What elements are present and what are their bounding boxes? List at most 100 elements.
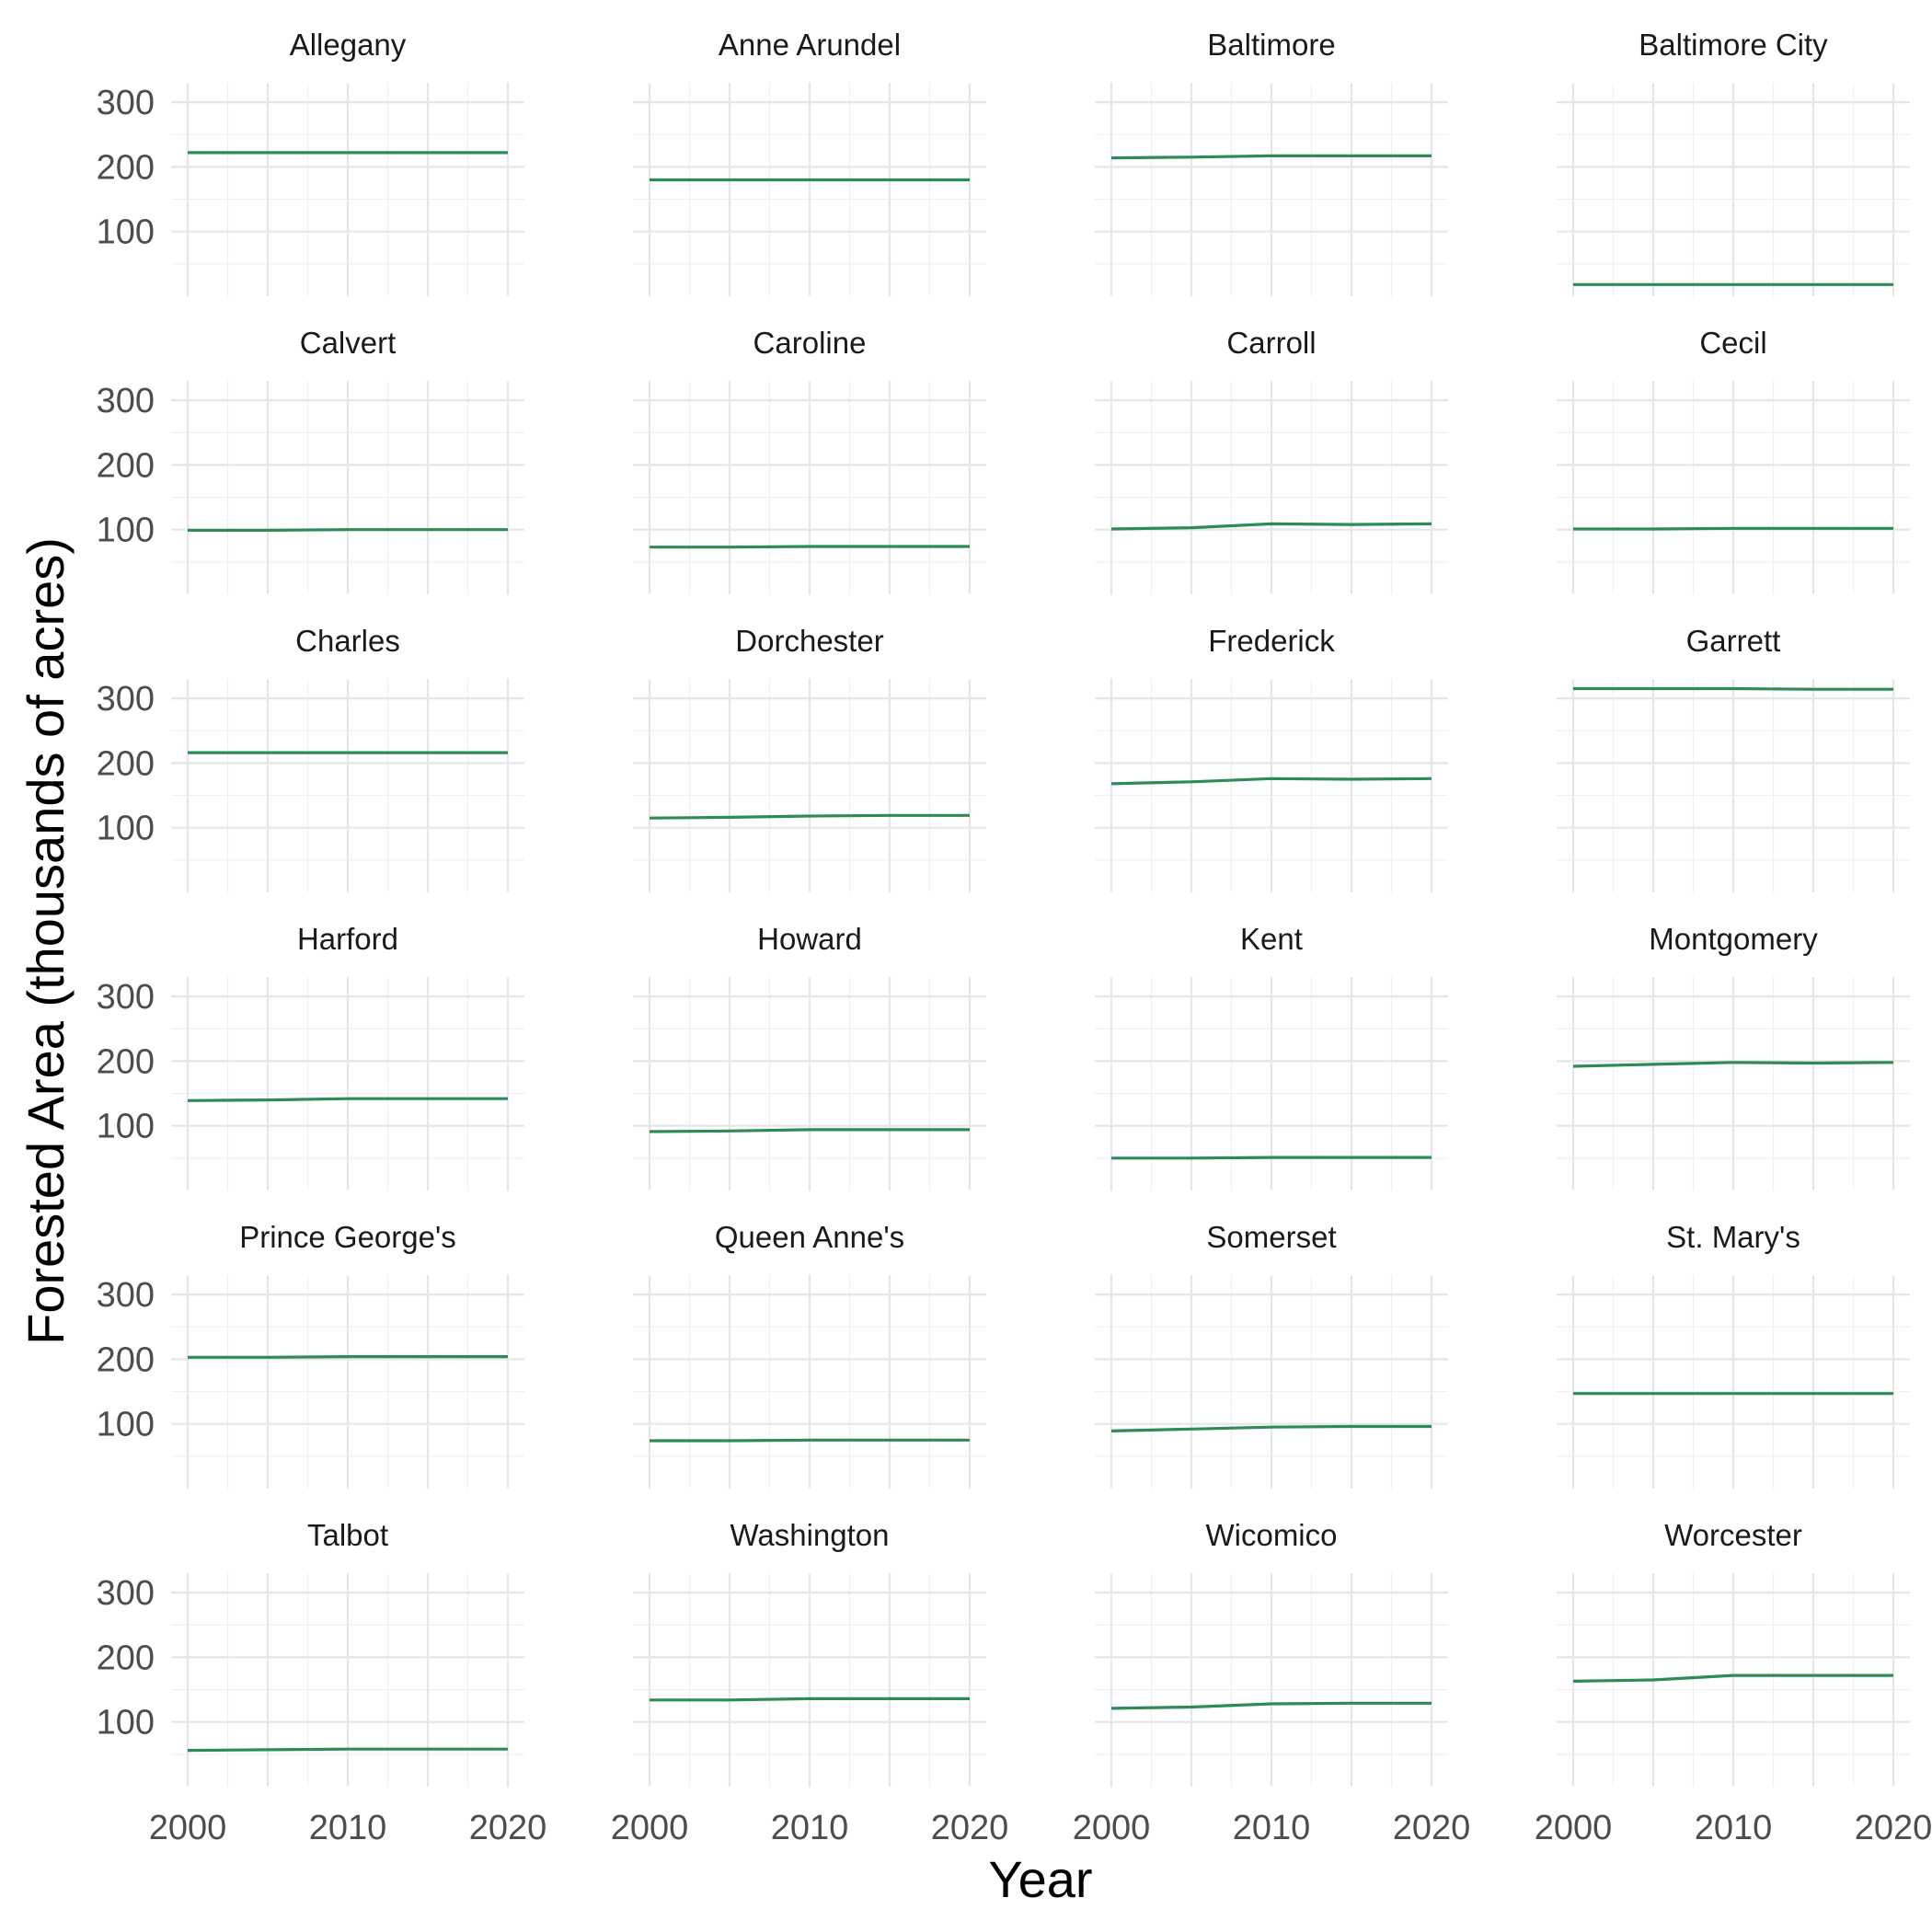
facet-title: Caroline bbox=[753, 326, 867, 360]
series-line bbox=[1572, 1673, 1893, 1683]
facet-title: Baltimore bbox=[1207, 28, 1335, 62]
facet-title: St. Mary's bbox=[1666, 1220, 1800, 1254]
series-line bbox=[1110, 1701, 1432, 1710]
series-line bbox=[1110, 522, 1432, 531]
facet-panel: Cecil bbox=[1557, 326, 1910, 594]
series-line bbox=[1111, 1156, 1432, 1160]
y-tick-label: 300 bbox=[97, 978, 155, 1017]
facet-title: Worcester bbox=[1664, 1518, 1802, 1552]
facet-panel: Calvert 100 200 300 bbox=[97, 326, 524, 594]
facet-panel: Kent bbox=[1095, 922, 1448, 1190]
facet-panel: Montgomery bbox=[1557, 922, 1910, 1190]
series-line bbox=[649, 1128, 970, 1133]
y-tick-label: 100 bbox=[97, 1108, 155, 1146]
x-tick-label: 2000 bbox=[611, 1809, 689, 1847]
y-tick-label: 200 bbox=[97, 446, 155, 485]
facet-title: Calvert bbox=[300, 326, 397, 360]
x-tick-label: 2020 bbox=[1855, 1809, 1932, 1847]
x-axis-title: Year bbox=[988, 1850, 1092, 1908]
facet-panel: Worcester 2000 2010 2020 bbox=[1535, 1518, 1932, 1847]
y-tick-label: 200 bbox=[97, 1340, 155, 1379]
series-line bbox=[188, 1354, 508, 1359]
series-line bbox=[1110, 776, 1432, 786]
facet-panel: St. Mary's bbox=[1557, 1220, 1910, 1489]
series-line bbox=[188, 528, 508, 533]
facet-title: Carroll bbox=[1226, 326, 1316, 360]
series-line bbox=[1573, 526, 1893, 531]
x-tick-label: 2000 bbox=[1535, 1809, 1613, 1847]
y-tick-label: 100 bbox=[97, 213, 155, 252]
series-line bbox=[1572, 1061, 1894, 1068]
x-tick-label: 2010 bbox=[771, 1809, 849, 1847]
facet-title: Anne Arundel bbox=[719, 28, 901, 62]
x-tick-label: 2010 bbox=[1233, 1809, 1311, 1847]
facet-title: Washington bbox=[730, 1518, 889, 1552]
facet-panel: Queen Anne's bbox=[633, 1220, 986, 1489]
facet-panel: Wicomico 2000 2010 2020 bbox=[1073, 1518, 1471, 1847]
facet-title: Cecil bbox=[1699, 326, 1766, 360]
facet-panel: Garrett bbox=[1557, 624, 1910, 892]
y-tick-label: 300 bbox=[97, 680, 155, 719]
y-tick-label: 200 bbox=[97, 1042, 155, 1081]
panels-layer: Allegany 100 200 300 Anne Arundel Baltimore Ba… bbox=[97, 28, 1932, 1847]
series-line bbox=[187, 1097, 508, 1102]
series-line bbox=[649, 813, 970, 820]
facet-panel: Talbot 100 200 300 2000 2010 2020 bbox=[97, 1518, 547, 1847]
facet-panel: Charles 100 200 300 bbox=[97, 624, 524, 892]
facet-title: Frederick bbox=[1208, 624, 1335, 658]
y-tick-label: 200 bbox=[97, 744, 155, 783]
x-tick-label: 2020 bbox=[1393, 1809, 1471, 1847]
facet-panel: Anne Arundel bbox=[633, 28, 986, 296]
facet-panel: Howard bbox=[633, 922, 986, 1190]
x-tick-label: 2010 bbox=[309, 1809, 387, 1847]
facet-title: Prince George's bbox=[239, 1220, 456, 1254]
facet-panel: Prince George's 100 200 300 bbox=[97, 1220, 524, 1489]
facet-title: Talbot bbox=[307, 1518, 388, 1552]
facet-title: Somerset bbox=[1206, 1220, 1336, 1254]
facet-title: Charles bbox=[295, 624, 400, 658]
series-line bbox=[650, 1696, 970, 1702]
facet-title: Baltimore City bbox=[1639, 28, 1828, 62]
x-tick-label: 2010 bbox=[1695, 1809, 1773, 1847]
y-tick-label: 100 bbox=[97, 1406, 155, 1444]
facet-panel: Allegany 100 200 300 bbox=[97, 28, 524, 296]
facet-title: Howard bbox=[757, 922, 862, 956]
x-tick-label: 2020 bbox=[931, 1809, 1009, 1847]
y-tick-label: 100 bbox=[97, 1704, 155, 1742]
facet-title: Harford bbox=[297, 922, 398, 956]
facet-panel: Frederick bbox=[1095, 624, 1448, 892]
facet-panel: Washington 2000 2010 2020 bbox=[611, 1518, 1009, 1847]
series-line bbox=[650, 1438, 970, 1443]
y-tick-label: 100 bbox=[97, 512, 155, 550]
facet-panel: Harford 100 200 300 bbox=[97, 922, 524, 1190]
x-tick-label: 2000 bbox=[1073, 1809, 1151, 1847]
y-tick-label: 300 bbox=[97, 382, 155, 420]
y-tick-label: 200 bbox=[97, 148, 155, 187]
x-tick-label: 2020 bbox=[469, 1809, 547, 1847]
y-tick-label: 300 bbox=[97, 1574, 155, 1613]
y-tick-label: 300 bbox=[97, 84, 155, 122]
series-line bbox=[1110, 1424, 1432, 1432]
facet-title: Montgomery bbox=[1649, 922, 1818, 956]
facet-panel: Somerset bbox=[1095, 1220, 1448, 1489]
y-axis-title: Forested Area (thousands of acres) bbox=[17, 537, 75, 1345]
facet-panel: Caroline bbox=[633, 326, 986, 594]
series-line bbox=[187, 1747, 508, 1753]
facet-panel: Baltimore City bbox=[1557, 28, 1910, 296]
facet-title: Allegany bbox=[290, 28, 407, 62]
facet-title: Queen Anne's bbox=[715, 1220, 904, 1254]
facet-title: Kent bbox=[1240, 922, 1303, 956]
facet-title: Dorchester bbox=[735, 624, 883, 658]
series-line bbox=[1110, 154, 1432, 160]
y-tick-label: 200 bbox=[97, 1639, 155, 1677]
series-line bbox=[1573, 686, 1893, 691]
facet-panel: Dorchester bbox=[633, 624, 986, 892]
facet-title: Wicomico bbox=[1205, 1518, 1337, 1552]
y-tick-label: 300 bbox=[97, 1276, 155, 1315]
facet-panel: Baltimore bbox=[1095, 28, 1448, 296]
series-line bbox=[650, 545, 970, 549]
x-tick-label: 2000 bbox=[149, 1809, 227, 1847]
facet-panel: Carroll bbox=[1095, 326, 1448, 594]
